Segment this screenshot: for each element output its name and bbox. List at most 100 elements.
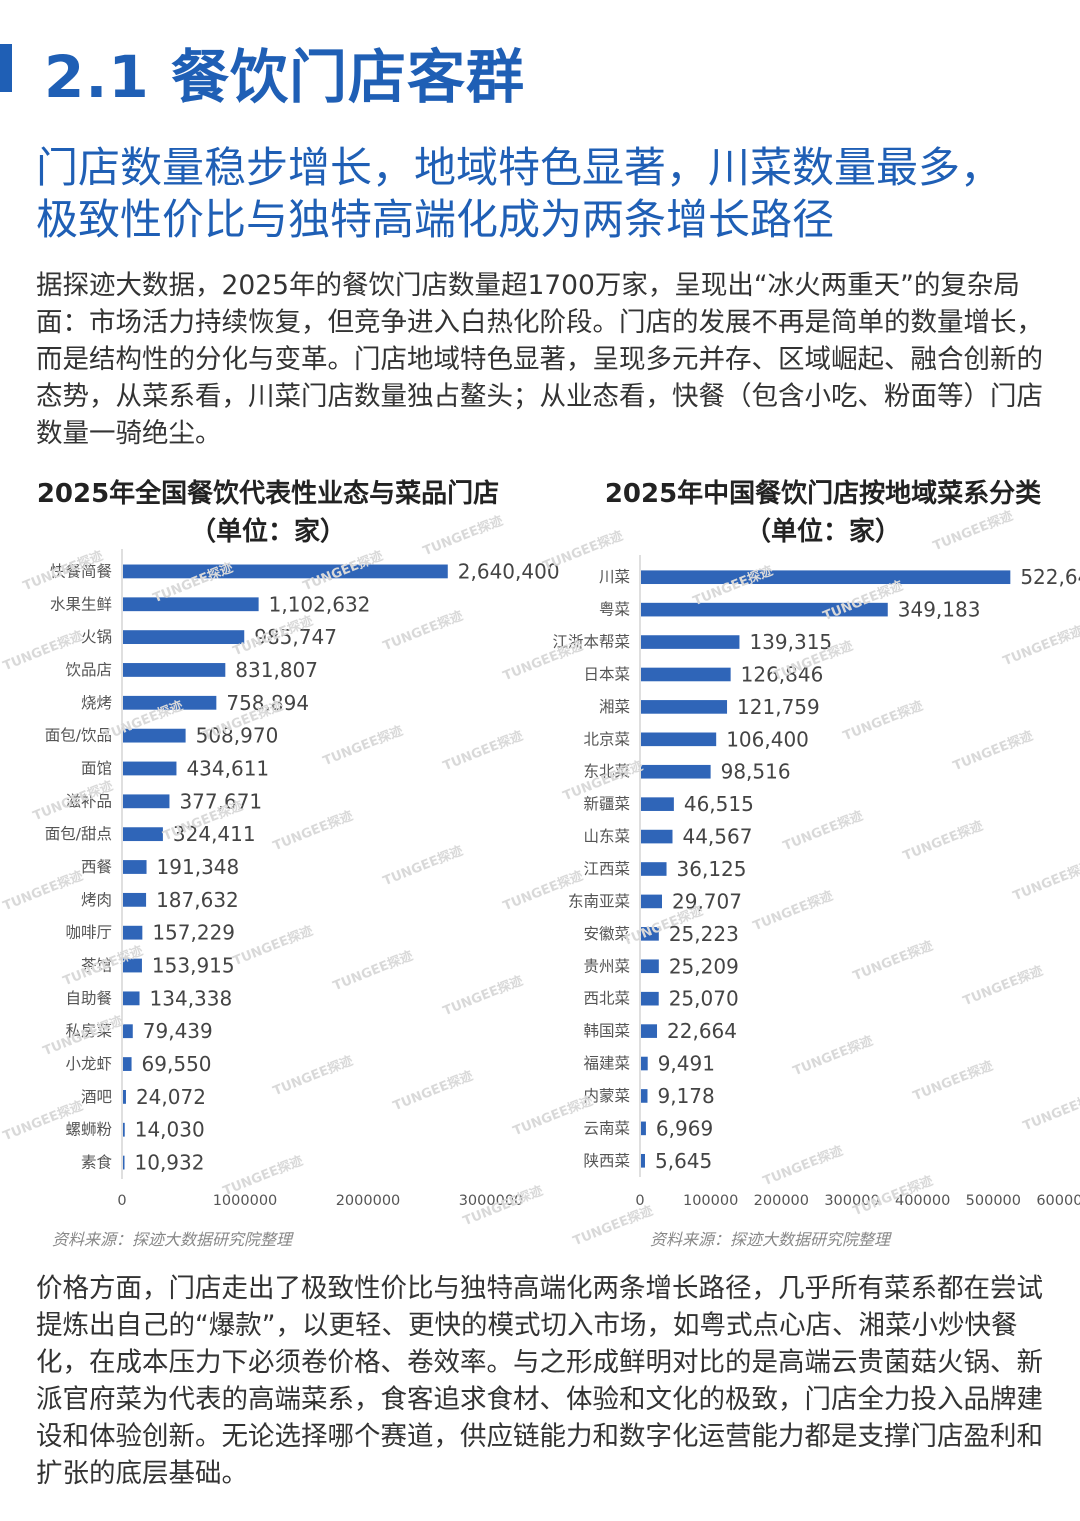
left-chart-category-label: 自助餐: [65, 989, 112, 1007]
left-chart-category-label: 酒吧: [81, 1088, 112, 1106]
right-chart-category-label: 新疆菜: [583, 795, 630, 813]
right-chart-source: 资料来源：探迹大数据研究院整理: [650, 1230, 891, 1249]
right-chart-category-label: 北京菜: [583, 730, 630, 748]
right-chart-data-label: 121,759: [737, 695, 820, 719]
left-chart-data-label: 377,671: [179, 789, 262, 813]
right-chart-category-label: 陕西菜: [583, 1152, 630, 1170]
right-chart-category-label: 山东菜: [583, 828, 630, 846]
right-chart-category-label: 日本菜: [583, 665, 630, 683]
left-chart-data-label: 1,102,632: [269, 592, 371, 616]
left-chart-bar: [123, 958, 142, 973]
right-chart-bar: [641, 894, 662, 909]
format-store-bar-chart: 快餐简餐 2,640,400 水果生鲜 1,102,632 火锅 985,747 饮品店 83…: [45, 549, 560, 1209]
left-chart-bar: [123, 1122, 125, 1137]
left-chart-source: 资料来源：探迹大数据研究院整理: [52, 1230, 293, 1249]
right-chart-bar: [641, 700, 728, 714]
left-chart-category-label: 面包/甜点: [45, 825, 112, 843]
left-chart-x-tick-label: 0: [117, 1193, 126, 1209]
right-chart-data-label: 25,209: [669, 954, 739, 978]
right-chart-category-label: 湘菜: [599, 698, 630, 716]
headline-line-1: 门店数量稳步增长，地域特色显著，川菜数量最多，: [36, 143, 1003, 192]
left-chart-x-tick-label: 2000000: [336, 1193, 401, 1209]
left-chart-data-label: 831,807: [235, 658, 318, 682]
right-chart-data-label: 22,664: [667, 1019, 737, 1043]
right-chart-data-label: 25,223: [669, 922, 739, 946]
right-chart-data-label: 5,645: [655, 1149, 712, 1173]
right-chart-data-label: 36,125: [677, 857, 747, 881]
left-chart-category-label: 面包/饮品: [45, 727, 112, 745]
right-chart-bar: [641, 1153, 645, 1168]
right-chart-x-tick-label: 100000: [683, 1193, 738, 1209]
right-chart-category-label: 东南亚菜: [568, 892, 630, 910]
right-chart-bar: [641, 1121, 646, 1136]
left-chart-data-label: 187,632: [156, 888, 239, 912]
left-chart-data-label: 79,439: [143, 1019, 213, 1043]
left-chart-data-label: 153,915: [152, 954, 235, 978]
left-chart-category-label: 茶馆: [81, 957, 112, 975]
right-chart-category-label: 安徽菜: [583, 925, 630, 943]
intro-paragraph: 据探迹大数据，2025年的餐饮门店数量超1700万家，呈现出“冰火两重天”的复杂…: [36, 270, 1043, 449]
right-chart-bar: [641, 1089, 648, 1103]
left-chart-bar: [123, 991, 140, 1006]
left-chart-bar: [123, 761, 177, 776]
left-chart-data-label: 758,894: [226, 691, 309, 715]
left-chart-category-label: 快餐简餐: [50, 562, 112, 580]
left-chart-category-label: 饮品店: [65, 661, 112, 679]
right-chart-data-label: 44,567: [682, 825, 752, 849]
section-marker: [0, 44, 12, 92]
left-chart-bar: [123, 1024, 133, 1039]
left-chart-data-label: 10,932: [135, 1151, 205, 1175]
right-chart-category-label: 川菜: [599, 568, 630, 586]
left-chart-bar: [123, 695, 217, 710]
left-chart-category-label: 面馆: [81, 759, 112, 777]
right-chart-bar: [641, 570, 1011, 585]
right-chart-data-label: 349,183: [898, 598, 981, 622]
right-chart-category-label: 贵州菜: [583, 957, 630, 975]
left-chart-bar: [123, 564, 448, 579]
left-chart-data-label: 434,611: [186, 756, 269, 780]
right-chart-data-label: 98,516: [721, 760, 791, 784]
right-chart-category-label: 江浙本帮菜: [552, 633, 630, 651]
right-chart-bar: [641, 1056, 648, 1071]
left-chart-data-label: 157,229: [152, 921, 235, 945]
right-chart-heading: 2025年中国餐饮门店按地域菜系分类 （单位：家）: [566, 475, 1080, 551]
right-chart-data-label: 9,491: [658, 1052, 715, 1076]
left-chart-bar: [123, 597, 259, 612]
left-chart-data-label: 324,411: [173, 822, 256, 846]
left-chart-category-label: 火锅: [81, 628, 112, 646]
right-chart-data-label: 46,515: [684, 792, 754, 816]
left-chart-bar: [123, 1089, 126, 1104]
left-chart-bar: [123, 925, 143, 940]
right-chart-category-label: 东北菜: [583, 763, 630, 781]
right-chart-x-tick-label: 0: [635, 1193, 644, 1209]
right-chart-bar: [641, 635, 740, 649]
right-chart-category-label: 福建菜: [583, 1055, 630, 1073]
left-chart-data-label: 69,550: [142, 1052, 212, 1076]
headline-line-2: 极致性价比与独特高端化成为两条增长路径: [36, 195, 835, 244]
left-chart-x-tick-label: 1000000: [213, 1193, 278, 1209]
left-chart-bar: [123, 728, 186, 743]
left-chart-category-label: 西餐: [81, 858, 112, 876]
left-chart-data-label: 134,338: [150, 986, 233, 1010]
right-chart-category-label: 内蒙菜: [583, 1087, 630, 1105]
left-chart-data-label: 14,030: [135, 1118, 205, 1142]
left-chart-category-label: 螺蛳粉: [65, 1121, 112, 1139]
right-chart-subtitle: （单位：家）: [744, 517, 901, 547]
right-chart-bar: [641, 764, 711, 779]
right-chart-data-label: 126,846: [741, 662, 824, 686]
right-chart-bar: [641, 797, 674, 811]
left-chart-category-label: 烤肉: [81, 891, 112, 909]
right-chart-bar: [641, 1024, 658, 1038]
left-chart-title: 2025年全国餐饮代表性业态与菜品门店: [36, 479, 500, 509]
left-chart-heading: 2025年全国餐饮代表性业态与菜品门店 （单位：家）: [0, 475, 536, 551]
right-chart-bar: [641, 829, 673, 844]
left-chart-category-label: 烧烤: [81, 694, 112, 712]
right-chart-category-label: 韩国菜: [583, 1022, 630, 1040]
right-chart-x-tick-label: 400000: [895, 1193, 950, 1209]
right-chart-data-label: 522,640: [1020, 565, 1080, 589]
right-chart-category-label: 云南菜: [583, 1119, 630, 1137]
left-chart-bar: [123, 630, 245, 645]
left-chart-data-label: 508,970: [196, 724, 279, 748]
right-chart-data-label: 29,707: [672, 889, 742, 913]
right-chart-data-label: 6,969: [656, 1116, 713, 1140]
